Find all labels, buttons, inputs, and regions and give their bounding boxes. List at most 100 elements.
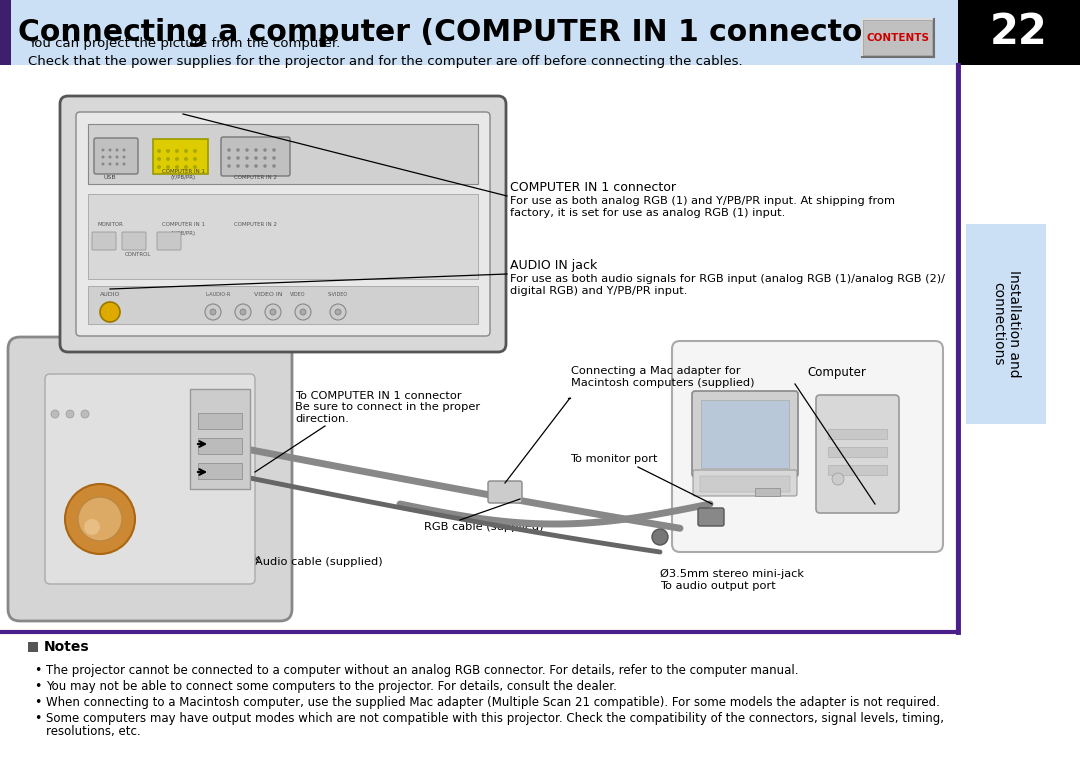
Circle shape [108, 148, 111, 151]
Circle shape [205, 304, 221, 320]
Text: Some computers may have output modes which are not compatible with this projecto: Some computers may have output modes whi… [46, 712, 944, 725]
Text: To AUDIO IN jack: To AUDIO IN jack [165, 554, 260, 564]
Text: To COMPUTER IN 1 connector
Be sure to connect in the proper
direction.: To COMPUTER IN 1 connector Be sure to co… [295, 391, 481, 424]
Text: digital RGB) and Y/PB/PR input.: digital RGB) and Y/PB/PR input. [510, 286, 687, 296]
Circle shape [832, 473, 843, 485]
Text: RGB cable (supplied): RGB cable (supplied) [424, 522, 543, 532]
Text: COMPUTER IN 1 connector: COMPUTER IN 1 connector [510, 181, 676, 194]
Circle shape [116, 148, 119, 151]
Text: •: • [33, 712, 41, 725]
Circle shape [193, 157, 197, 161]
FancyBboxPatch shape [488, 481, 522, 503]
Circle shape [227, 148, 231, 152]
Text: Connecting a Mac adapter for
Macintosh computers (supplied): Connecting a Mac adapter for Macintosh c… [571, 367, 755, 388]
Circle shape [166, 165, 170, 169]
Text: •: • [33, 696, 41, 709]
Text: Audio cable (supplied): Audio cable (supplied) [255, 557, 382, 567]
Text: •: • [33, 680, 41, 693]
Circle shape [254, 148, 258, 152]
Circle shape [245, 156, 248, 160]
Circle shape [264, 148, 267, 152]
Circle shape [175, 149, 179, 153]
Circle shape [175, 165, 179, 169]
Text: Notes: Notes [44, 640, 90, 654]
Text: COMPUTER IN 1
(Y/PB/PR): COMPUTER IN 1 (Y/PB/PR) [162, 169, 204, 180]
Circle shape [254, 164, 258, 168]
Circle shape [157, 165, 161, 169]
Bar [87, 194, 478, 279]
FancyBboxPatch shape [45, 374, 255, 584]
Text: The projector cannot be connected to a computer without an analog RGB connector.: The projector cannot be connected to a c… [46, 664, 798, 677]
Text: For use as both analog RGB (1) and Y/PB/PR input. At shipping from: For use as both analog RGB (1) and Y/PB/… [510, 196, 895, 206]
Bar [198, 463, 242, 479]
Text: VIDEO IN: VIDEO IN [254, 292, 282, 296]
FancyBboxPatch shape [221, 137, 291, 176]
FancyBboxPatch shape [816, 395, 899, 513]
Circle shape [157, 157, 161, 161]
Circle shape [264, 156, 267, 160]
Text: •: • [33, 664, 41, 677]
Text: COMPUTER IN 2: COMPUTER IN 2 [233, 222, 276, 226]
Bar [198, 413, 242, 429]
Text: You can project the picture from the computer.: You can project the picture from the com… [28, 37, 340, 50]
FancyBboxPatch shape [698, 508, 724, 526]
Circle shape [65, 484, 135, 554]
Circle shape [84, 519, 100, 535]
Text: resolutions, etc.: resolutions, etc. [46, 725, 140, 738]
Circle shape [330, 304, 346, 320]
Text: CONTENTS: CONTENTS [866, 33, 930, 43]
Circle shape [245, 148, 248, 152]
Text: 22: 22 [990, 11, 1048, 53]
Text: MONITOR: MONITOR [97, 222, 123, 226]
Circle shape [240, 309, 246, 315]
Circle shape [166, 157, 170, 161]
Bar [755, 488, 780, 496]
Circle shape [245, 164, 248, 168]
Text: (Y/PB/PR): (Y/PB/PR) [171, 231, 195, 237]
Circle shape [272, 164, 275, 168]
Circle shape [184, 165, 188, 169]
Circle shape [166, 149, 170, 153]
Circle shape [122, 163, 125, 166]
Circle shape [100, 302, 120, 322]
Bar [190, 389, 249, 489]
Bar [0, 0, 958, 65]
Circle shape [270, 309, 276, 315]
Text: Computer: Computer [807, 366, 866, 379]
Text: For use as both audio signals for RGB input (analog RGB (1)/analog RGB (2)/: For use as both audio signals for RGB in… [510, 274, 945, 284]
FancyBboxPatch shape [94, 138, 138, 174]
Text: OUT: OUT [105, 231, 116, 237]
Text: Connecting a computer (COMPUTER IN 1 connector): Connecting a computer (COMPUTER IN 1 con… [18, 18, 891, 47]
Circle shape [108, 163, 111, 166]
Circle shape [175, 157, 179, 161]
Text: USB: USB [104, 175, 117, 180]
Circle shape [300, 309, 306, 315]
Circle shape [102, 148, 105, 151]
FancyBboxPatch shape [157, 232, 181, 250]
Circle shape [81, 410, 89, 418]
FancyBboxPatch shape [60, 96, 507, 352]
Text: You may not be able to connect some computers to the projector. For details, con: You may not be able to connect some comp… [46, 680, 617, 693]
Text: To monitor port: To monitor port [570, 454, 658, 464]
Circle shape [184, 157, 188, 161]
Bar [862, 19, 934, 57]
FancyBboxPatch shape [693, 470, 797, 496]
Bar [87, 124, 478, 184]
Circle shape [237, 148, 240, 152]
Bar [198, 438, 242, 454]
Circle shape [116, 156, 119, 158]
Circle shape [272, 148, 275, 152]
Text: AUDIO IN jack: AUDIO IN jack [510, 259, 597, 272]
Bar [0, 0, 11, 65]
Circle shape [51, 410, 59, 418]
Circle shape [335, 309, 341, 315]
Text: L-AUDIO-R: L-AUDIO-R [205, 292, 231, 296]
Bar [864, 21, 932, 55]
Circle shape [295, 304, 311, 320]
Circle shape [102, 156, 105, 158]
Circle shape [235, 304, 251, 320]
Bar [958, 0, 1080, 65]
Circle shape [193, 165, 197, 169]
Text: Installation and
connections: Installation and connections [991, 270, 1021, 378]
Bar [701, 400, 789, 468]
